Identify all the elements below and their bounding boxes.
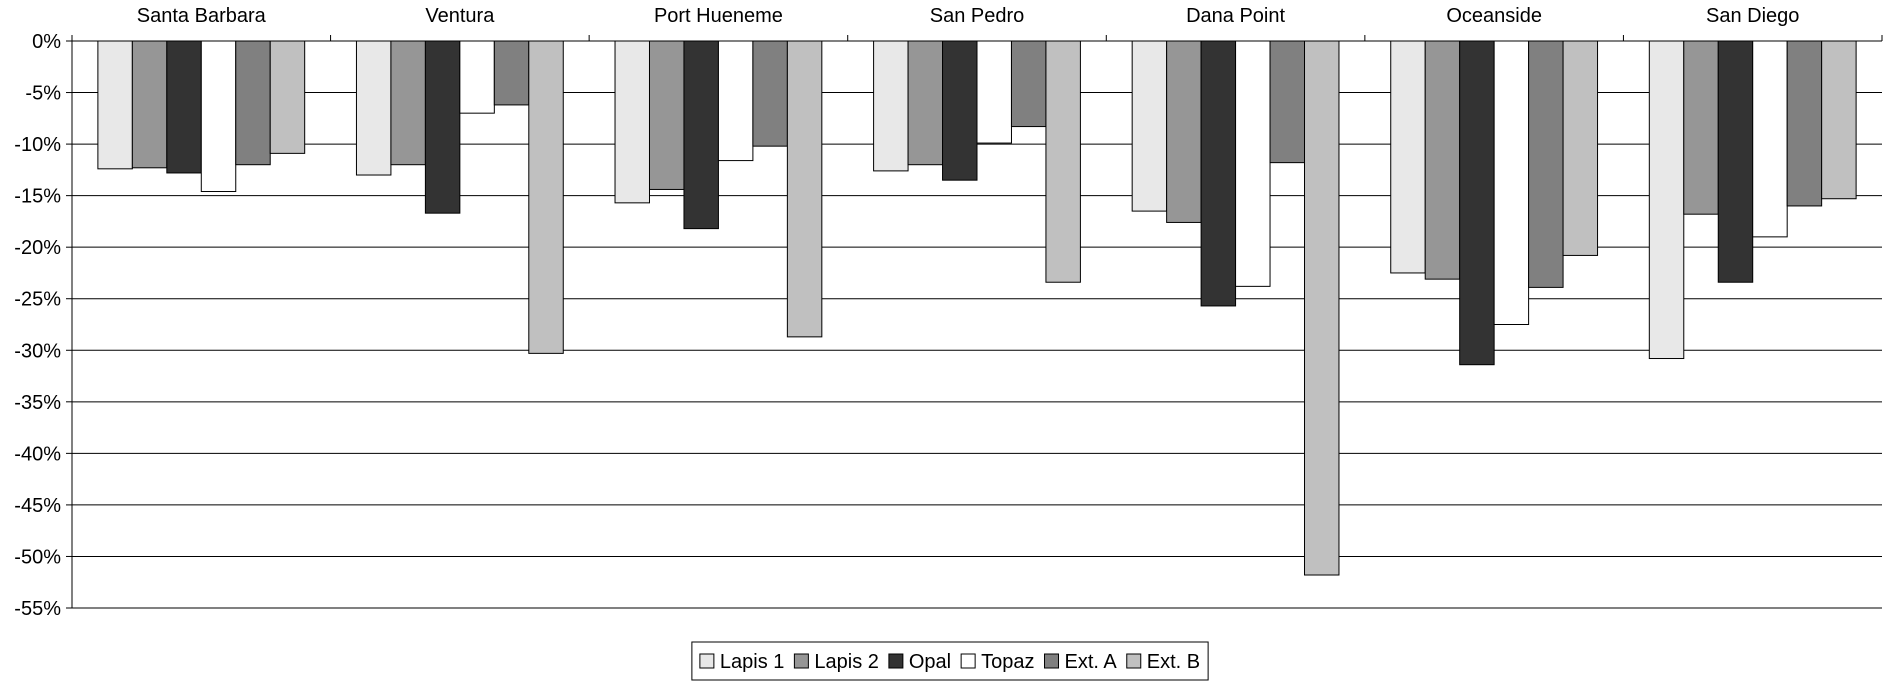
y-tick-label: -40% — [14, 443, 61, 465]
bar — [1131, 40, 1168, 212]
bar — [1200, 40, 1237, 307]
y-tick-label: -30% — [14, 340, 61, 362]
bar — [1010, 40, 1047, 128]
legend-label: Ext. A — [1065, 651, 1118, 673]
bar — [131, 40, 168, 169]
bar — [1683, 40, 1719, 215]
bar — [493, 40, 530, 106]
legend-label: Lapis 2 — [814, 651, 879, 673]
bar — [1493, 40, 1530, 325]
bar — [1648, 40, 1685, 360]
bar — [1752, 40, 1788, 238]
category-label: San Pedro — [930, 5, 1025, 27]
bar — [1269, 40, 1306, 164]
y-tick-label: -55% — [14, 598, 61, 620]
y-axis-ticks: 0% -5% -10% -15% -20% -25% -30% -35% -40% -45% -50… — [14, 31, 72, 620]
legend-label: Opal — [909, 651, 951, 673]
axes — [71, 35, 1883, 608]
bar — [459, 40, 495, 114]
y-tick-label: 0% — [32, 31, 61, 53]
legend-swatch — [888, 653, 904, 669]
legend-swatch — [1044, 653, 1060, 669]
bar — [1717, 40, 1754, 283]
legend: Lapis 1 Lapis 2 Opal Topaz Ext. A Ext. B — [691, 641, 1209, 681]
bars — [97, 40, 1857, 576]
bar — [1528, 40, 1564, 288]
category-label: Santa Barbara — [137, 5, 267, 27]
bar — [1459, 40, 1495, 366]
bar — [200, 40, 237, 193]
bar — [1390, 40, 1426, 274]
legend-swatch — [793, 653, 809, 669]
y-tick-label: -25% — [14, 289, 61, 311]
category-labels: Santa Barbara Ventura Port Hueneme San Pedr… — [137, 5, 1800, 27]
bar — [1304, 40, 1340, 576]
bar — [683, 40, 719, 230]
bar — [528, 40, 564, 354]
y-tick-label: -45% — [14, 495, 61, 517]
bar — [717, 40, 754, 162]
bar — [1821, 40, 1857, 200]
bar — [1166, 40, 1202, 223]
bar — [648, 40, 685, 190]
bar — [1235, 40, 1271, 287]
bar — [786, 40, 823, 338]
legend-swatch — [960, 653, 976, 669]
bar — [614, 40, 650, 204]
category-label: Dana Point — [1186, 5, 1285, 27]
category-label: Port Hueneme — [654, 5, 783, 27]
y-tick-label: -15% — [14, 186, 61, 208]
bar — [424, 40, 461, 214]
legend-label: Ext. B — [1147, 651, 1200, 673]
y-tick-label: -5% — [25, 83, 61, 105]
y-tick-label: -20% — [14, 237, 61, 259]
bar — [752, 40, 788, 147]
bar — [1786, 40, 1823, 207]
category-label: Ventura — [425, 5, 495, 27]
bar — [1562, 40, 1599, 256]
bar — [873, 40, 909, 172]
bar — [390, 40, 426, 166]
bar — [269, 40, 306, 154]
bar — [355, 40, 392, 176]
legend-box — [691, 641, 1209, 681]
bar — [166, 40, 202, 174]
category-label: San Diego — [1706, 5, 1799, 27]
y-tick-label: -35% — [14, 392, 61, 414]
legend-swatch — [699, 653, 715, 669]
bar — [1045, 40, 1081, 283]
bar — [1424, 40, 1461, 280]
bar — [907, 40, 944, 166]
legend-swatch — [1126, 653, 1142, 669]
legend-label: Lapis 1 — [720, 651, 785, 673]
legend-label: Topaz — [981, 651, 1034, 673]
y-tick-label: -50% — [14, 546, 61, 568]
y-tick-label: -10% — [14, 134, 61, 156]
bar — [976, 40, 1012, 144]
bar — [97, 40, 133, 170]
bar — [942, 40, 978, 181]
category-label: Oceanside — [1446, 5, 1542, 27]
bar — [235, 40, 271, 166]
